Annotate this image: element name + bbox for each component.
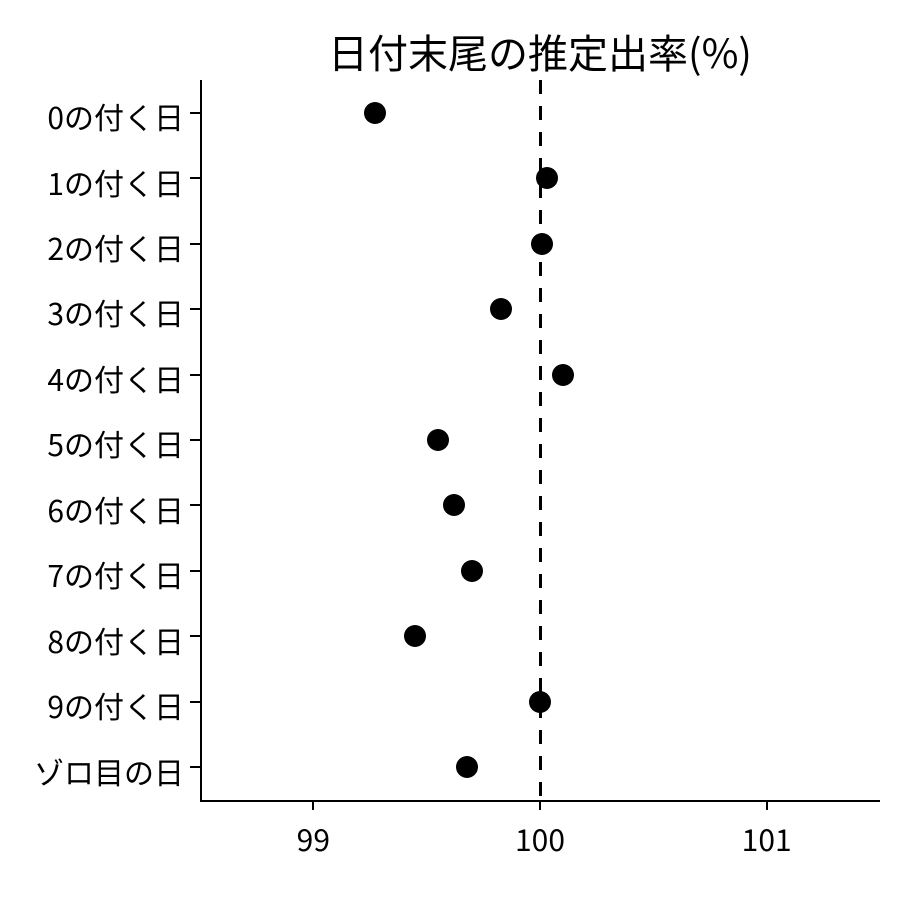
data-point bbox=[531, 233, 553, 255]
data-point bbox=[490, 298, 512, 320]
y-tick bbox=[190, 308, 200, 310]
y-tick-label: 9の付く日 bbox=[47, 683, 184, 727]
y-axis-line bbox=[200, 80, 202, 800]
chart-container: 日付末尾の推定出率(%) 0の付く日 1の付く日 2の付く日 3の付く日 4の付く日 5の… bbox=[0, 0, 900, 900]
chart-title: 日付末尾の推定出率(%) bbox=[200, 22, 880, 80]
x-tick-label: 101 bbox=[727, 816, 807, 860]
y-tick bbox=[190, 766, 200, 768]
y-tick-label: 2の付く日 bbox=[47, 225, 184, 269]
data-point bbox=[461, 560, 483, 582]
x-tick bbox=[766, 800, 768, 810]
data-point bbox=[536, 167, 558, 189]
x-tick bbox=[539, 800, 541, 810]
y-tick bbox=[190, 504, 200, 506]
y-tick bbox=[190, 243, 200, 245]
data-point bbox=[529, 691, 551, 713]
x-tick-label: 99 bbox=[273, 816, 353, 860]
y-tick bbox=[190, 439, 200, 441]
y-tick-label: 8の付く日 bbox=[47, 618, 184, 662]
y-tick bbox=[190, 374, 200, 376]
x-tick-label: 100 bbox=[500, 816, 580, 860]
data-point bbox=[552, 364, 574, 386]
data-point bbox=[427, 429, 449, 451]
y-tick-label: 0の付く日 bbox=[47, 94, 184, 138]
y-tick-label: ゾロ目の日 bbox=[34, 749, 184, 793]
y-tick-label: 3の付く日 bbox=[47, 290, 184, 334]
x-tick bbox=[312, 800, 314, 810]
y-tick-label: 1の付く日 bbox=[47, 160, 184, 204]
y-tick-label: 5の付く日 bbox=[47, 421, 184, 465]
data-point bbox=[443, 494, 465, 516]
data-point bbox=[456, 756, 478, 778]
y-tick-label: 4の付く日 bbox=[47, 356, 184, 400]
y-tick bbox=[190, 177, 200, 179]
data-point bbox=[404, 625, 426, 647]
y-tick-label: 7の付く日 bbox=[47, 552, 184, 596]
y-tick bbox=[190, 112, 200, 114]
y-tick bbox=[190, 635, 200, 637]
data-point bbox=[364, 102, 386, 124]
y-tick bbox=[190, 570, 200, 572]
y-tick-label: 6の付く日 bbox=[47, 487, 184, 531]
y-tick bbox=[190, 701, 200, 703]
